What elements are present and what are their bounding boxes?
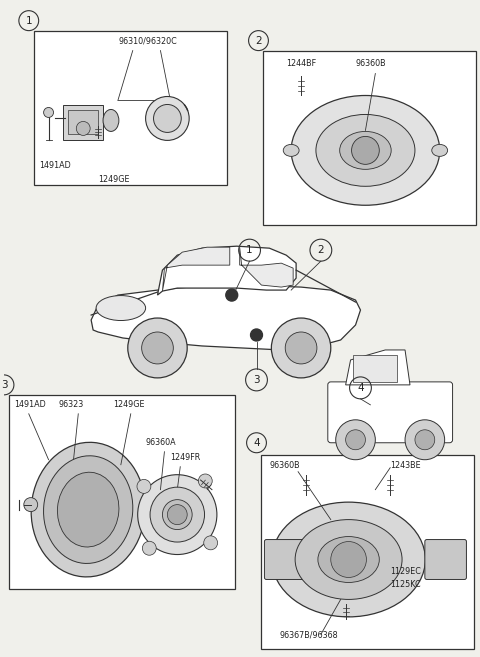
Ellipse shape — [295, 520, 402, 599]
Circle shape — [285, 332, 317, 364]
Bar — [9, 395, 235, 589]
Text: 3: 3 — [253, 375, 260, 385]
Text: 1125KC: 1125KC — [390, 580, 421, 589]
Ellipse shape — [44, 456, 133, 564]
Polygon shape — [91, 285, 360, 350]
Text: 1: 1 — [25, 16, 32, 26]
Ellipse shape — [96, 296, 145, 321]
Ellipse shape — [58, 472, 119, 547]
Text: 96360A: 96360A — [145, 438, 176, 447]
Circle shape — [143, 541, 156, 555]
Text: 4: 4 — [253, 438, 260, 448]
FancyBboxPatch shape — [328, 382, 453, 443]
Text: 96323: 96323 — [59, 400, 84, 409]
Polygon shape — [162, 247, 230, 291]
Ellipse shape — [318, 537, 379, 583]
Polygon shape — [157, 246, 296, 295]
Text: 1249GE: 1249GE — [98, 175, 130, 185]
FancyBboxPatch shape — [264, 539, 306, 579]
Ellipse shape — [103, 110, 119, 131]
Circle shape — [44, 108, 53, 118]
Bar — [34, 31, 227, 185]
Text: 1: 1 — [246, 245, 253, 255]
Ellipse shape — [145, 97, 189, 141]
Bar — [63, 106, 103, 141]
Circle shape — [351, 137, 379, 164]
Ellipse shape — [162, 499, 192, 530]
Text: 1243BE: 1243BE — [390, 461, 421, 470]
Circle shape — [128, 318, 187, 378]
Text: 96360B: 96360B — [356, 58, 386, 68]
Ellipse shape — [138, 475, 217, 555]
FancyBboxPatch shape — [425, 539, 467, 579]
Text: 2: 2 — [255, 35, 262, 45]
Ellipse shape — [291, 95, 440, 205]
Ellipse shape — [272, 502, 425, 617]
Circle shape — [415, 430, 435, 450]
Circle shape — [204, 536, 217, 550]
Text: 1249GE: 1249GE — [113, 400, 144, 409]
Ellipse shape — [31, 442, 145, 577]
Ellipse shape — [150, 487, 204, 542]
Polygon shape — [240, 247, 293, 287]
Ellipse shape — [154, 104, 181, 133]
Text: 3: 3 — [0, 380, 7, 390]
Text: 1129EC: 1129EC — [390, 568, 421, 576]
Ellipse shape — [283, 145, 299, 156]
Ellipse shape — [340, 131, 391, 170]
Circle shape — [142, 332, 173, 364]
Bar — [68, 110, 98, 135]
Bar — [264, 51, 476, 225]
Text: 96310/96320C: 96310/96320C — [118, 37, 177, 45]
Bar — [262, 455, 474, 649]
Circle shape — [251, 329, 263, 341]
Circle shape — [346, 430, 365, 450]
Circle shape — [76, 122, 90, 135]
Circle shape — [331, 541, 366, 578]
Circle shape — [271, 318, 331, 378]
Text: 1249FR: 1249FR — [170, 453, 201, 462]
Circle shape — [226, 289, 238, 301]
Text: 1491AD: 1491AD — [14, 400, 46, 409]
Circle shape — [336, 420, 375, 460]
Text: 1491AD: 1491AD — [39, 162, 71, 170]
Circle shape — [24, 497, 37, 512]
Bar — [352, 355, 397, 382]
Text: 96360B: 96360B — [269, 461, 300, 470]
Circle shape — [405, 420, 444, 460]
Ellipse shape — [432, 145, 448, 156]
Text: 1244BF: 1244BF — [286, 58, 316, 68]
Text: 96367B/96368: 96367B/96368 — [279, 630, 338, 639]
Text: 2: 2 — [318, 245, 324, 255]
Text: 4: 4 — [357, 383, 364, 393]
Circle shape — [137, 480, 151, 493]
Ellipse shape — [316, 114, 415, 187]
Polygon shape — [346, 350, 410, 385]
Circle shape — [168, 505, 187, 524]
Circle shape — [198, 474, 212, 488]
